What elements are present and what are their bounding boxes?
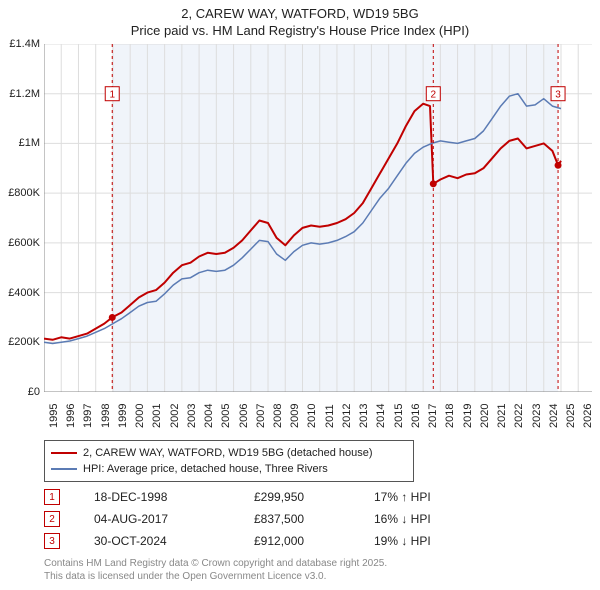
y-tick-label: £0 — [28, 386, 40, 398]
x-tick-label: 2009 — [289, 404, 301, 428]
y-tick-label: £1.2M — [9, 88, 40, 100]
legend-item: 2, CAREW WAY, WATFORD, WD19 5BG (detache… — [51, 445, 407, 461]
x-tick-label: 2018 — [444, 404, 456, 428]
title-line1: 2, CAREW WAY, WATFORD, WD19 5BG — [0, 6, 600, 23]
transaction-date: 30-OCT-2024 — [94, 534, 254, 548]
x-tick-label: 1996 — [65, 404, 77, 428]
x-axis-labels: 1995 1996 1997 1998 1999 2000 2001 2002 2003 2004… — [44, 394, 592, 444]
title-line2: Price paid vs. HM Land Registry's House … — [0, 23, 600, 40]
chart-svg: 1 2 3 — [44, 44, 592, 392]
transaction-marker: 3 — [44, 533, 60, 549]
transaction-table: 1 18-DEC-1998£299,95017% ↑ HPI 2 04-AUG-201… — [44, 486, 592, 552]
x-tick-label: 2008 — [272, 404, 284, 428]
x-tick-label: 2024 — [548, 404, 560, 428]
x-tick-label: 2023 — [531, 404, 543, 428]
y-tick-label: £200K — [8, 336, 40, 348]
x-tick-label: 2019 — [462, 404, 474, 428]
transaction-date: 04-AUG-2017 — [94, 512, 254, 526]
x-tick-label: 2004 — [203, 404, 215, 428]
x-tick-label: 2011 — [324, 404, 336, 428]
legend-label: HPI: Average price, detached house, Thre… — [83, 461, 328, 477]
x-tick-label: 1998 — [100, 404, 112, 428]
x-tick-label: 2010 — [306, 404, 318, 428]
transaction-price: £299,950 — [254, 490, 374, 504]
footer-line1: Contains HM Land Registry data © Crown c… — [44, 557, 592, 570]
svg-text:3: 3 — [555, 90, 561, 101]
x-tick-label: 2001 — [151, 404, 163, 428]
x-tick-label: 2003 — [186, 404, 198, 428]
legend-swatch — [51, 452, 77, 454]
transaction-price: £837,500 — [254, 512, 374, 526]
x-tick-label: 1995 — [48, 404, 60, 428]
svg-text:1: 1 — [109, 90, 115, 101]
x-tick-label: 2022 — [513, 404, 525, 428]
transaction-date: 18-DEC-1998 — [94, 490, 254, 504]
y-tick-label: £1.4M — [9, 38, 40, 50]
legend: 2, CAREW WAY, WATFORD, WD19 5BG (detache… — [44, 440, 414, 482]
legend-item: HPI: Average price, detached house, Thre… — [51, 461, 407, 477]
legend-label: 2, CAREW WAY, WATFORD, WD19 5BG (detache… — [83, 445, 373, 461]
x-tick-label: 2012 — [341, 404, 353, 428]
x-tick-label: 2017 — [427, 404, 439, 428]
x-tick-label: 2007 — [255, 404, 267, 428]
transaction-row: 1 18-DEC-1998£299,95017% ↑ HPI — [44, 486, 592, 508]
transaction-marker: 1 — [44, 489, 60, 505]
x-tick-label: 2006 — [238, 404, 250, 428]
x-tick-label: 2026 — [582, 404, 594, 428]
transaction-pct: 19% ↓ HPI — [374, 534, 494, 548]
transaction-row: 2 04-AUG-2017£837,50016% ↓ HPI — [44, 508, 592, 530]
x-tick-label: 2014 — [375, 404, 387, 428]
x-tick-label: 2013 — [358, 404, 370, 428]
footer-attribution: Contains HM Land Registry data © Crown c… — [44, 557, 592, 583]
x-tick-label: 2016 — [410, 404, 422, 428]
svg-text:2: 2 — [431, 90, 437, 101]
transaction-pct: 16% ↓ HPI — [374, 512, 494, 526]
x-tick-label: 2002 — [169, 404, 181, 428]
x-tick-label: 2020 — [479, 404, 491, 428]
transaction-pct: 17% ↑ HPI — [374, 490, 494, 504]
y-tick-label: £400K — [8, 287, 40, 299]
x-tick-label: 2021 — [496, 404, 508, 428]
x-tick-label: 1999 — [117, 404, 129, 428]
transaction-price: £912,000 — [254, 534, 374, 548]
legend-swatch — [51, 468, 77, 470]
transaction-row: 3 30-OCT-2024£912,00019% ↓ HPI — [44, 530, 592, 552]
footer-line2: This data is licensed under the Open Gov… — [44, 570, 592, 583]
transaction-marker: 2 — [44, 511, 60, 527]
x-tick-label: 2000 — [134, 404, 146, 428]
y-tick-label: £1M — [19, 137, 40, 149]
x-tick-label: 2015 — [393, 404, 405, 428]
y-tick-label: £600K — [8, 237, 40, 249]
y-tick-label: £800K — [8, 187, 40, 199]
chart-title: 2, CAREW WAY, WATFORD, WD19 5BG Price pa… — [0, 0, 600, 40]
price-chart: 1 2 3 — [44, 44, 592, 392]
x-tick-label: 2025 — [565, 404, 577, 428]
x-tick-label: 1997 — [82, 404, 94, 428]
x-tick-label: 2005 — [220, 404, 232, 428]
